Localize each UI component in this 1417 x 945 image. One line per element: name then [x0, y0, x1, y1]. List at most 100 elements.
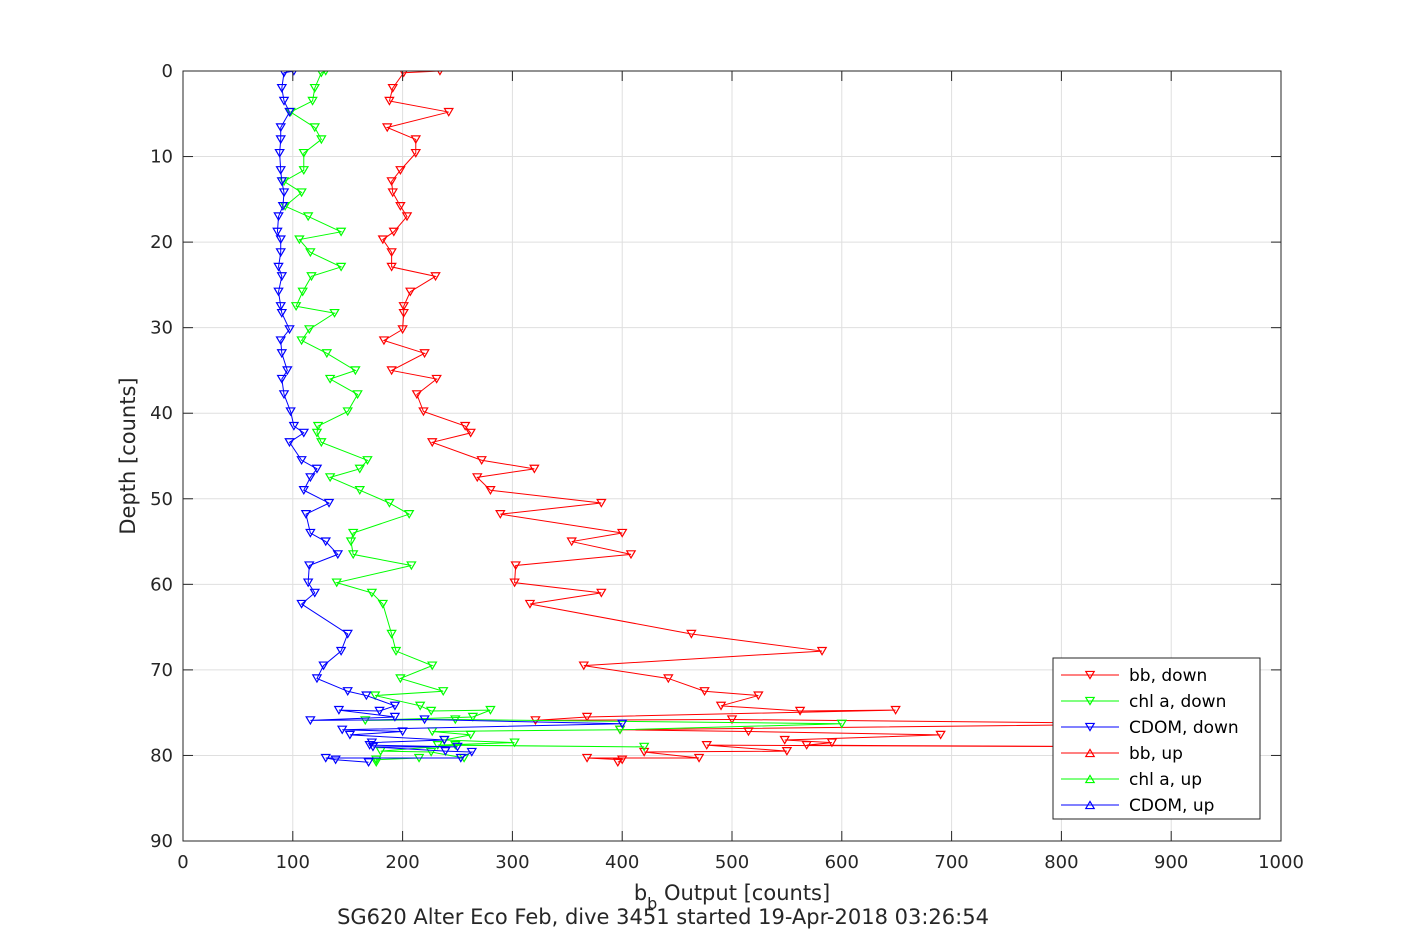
data-point-cdom-down	[275, 166, 286, 175]
data-point-bb-down	[410, 148, 422, 158]
data-point-bb-down	[476, 456, 487, 466]
data-point-bb-down	[388, 227, 400, 237]
data-point-bb-down	[472, 473, 483, 483]
data-point-bb-down	[395, 166, 406, 175]
data-point-chl-a-down	[638, 742, 650, 752]
data-point-bb-down	[378, 336, 390, 346]
data-point-bb-down	[753, 691, 764, 701]
data-point-cdom-down	[330, 755, 341, 765]
data-point-bb-down	[430, 272, 441, 282]
chart-title: SG620 Alter Eco Feb, dive 3451 started 1…	[337, 905, 989, 929]
x-tick-label: 900	[1154, 852, 1188, 873]
data-point-chl-a-down	[290, 302, 302, 312]
data-point-bb-down	[816, 646, 828, 656]
data-point-chl-a-down	[377, 599, 389, 609]
data-point-cdom-down	[320, 537, 331, 547]
data-point-cdom-down	[302, 578, 314, 588]
data-point-chl-a-down	[437, 687, 449, 697]
data-point-cdom-down	[284, 107, 295, 117]
data-point-cdom-down	[288, 421, 300, 431]
data-point-chl-a-down	[467, 712, 479, 722]
data-point-bb-down	[826, 738, 838, 748]
data-point-bb-down	[616, 755, 628, 765]
data-point-cdom-down	[276, 349, 288, 359]
legend-item-bb-up: bb, up	[1061, 744, 1183, 764]
data-point-bb-down	[699, 687, 710, 697]
y-axis-label: Depth [counts]	[116, 377, 140, 534]
data-point-cdom-down	[440, 746, 451, 756]
x-tick-label: 0	[177, 852, 188, 873]
data-point-cdom-down	[273, 212, 284, 222]
data-point-cdom-down	[298, 428, 310, 438]
data-point-chl-a-down	[298, 148, 310, 158]
data-point-bb-down	[638, 747, 650, 757]
data-point-bb-down	[616, 528, 628, 538]
data-point-chl-a-down	[309, 123, 321, 133]
data-point-bb-down	[386, 262, 397, 272]
x-axis-label: bb Output [counts]	[634, 881, 830, 913]
data-point-chl-a-down	[298, 166, 310, 175]
data-point-cdom-down	[333, 705, 345, 715]
data-point-bb-down	[397, 325, 408, 335]
data-point-bb-down	[581, 753, 593, 763]
data-point-cdom-down	[276, 272, 288, 282]
data-point-chl-a-down	[309, 83, 321, 93]
legend-label: bb, down	[1129, 666, 1207, 686]
data-point-chl-a-down	[316, 438, 327, 448]
data-point-bb-down	[779, 735, 790, 745]
data-point-cdom-down	[320, 753, 331, 763]
data-point-cdom-down	[323, 498, 335, 508]
series-bb-down	[377, 71, 1177, 768]
data-point-bb-down	[726, 715, 738, 725]
data-point-bb-down	[395, 202, 406, 211]
data-point-cdom-down	[273, 287, 284, 297]
legend-item-chl-a-down: chl a, down	[1061, 692, 1226, 712]
x-tick-label: 1000	[1258, 852, 1304, 873]
data-point-bb-down	[693, 753, 705, 763]
data-point-chl-a-down	[425, 747, 437, 757]
data-point-chl-a-down	[329, 308, 340, 318]
data-point-chl-a-down	[614, 725, 626, 735]
data-point-cdom-down	[364, 741, 375, 750]
data-point-cdom-down	[342, 629, 353, 639]
legend-marker	[1084, 748, 1096, 758]
data-point-chl-a-down	[403, 510, 415, 519]
data-point-bb-down	[781, 746, 793, 756]
data-point-bb-down	[529, 464, 540, 474]
data-point-chl-a-down	[305, 248, 316, 258]
legend-label: CDOM, down	[1129, 718, 1239, 738]
data-point-bb-down	[398, 302, 409, 312]
data-point-bb-down	[890, 705, 901, 715]
data-point-cdom-down	[275, 248, 286, 258]
data-point-chl-a-down	[450, 715, 461, 725]
data-point-chl-a-down	[345, 537, 357, 547]
data-point-bb-down	[386, 177, 397, 187]
legend: bb, down chl a, down CDOM, down bb, up chl a…	[1052, 657, 1261, 820]
data-point-cdom-down	[318, 661, 329, 671]
legend-label: CDOM, up	[1129, 796, 1214, 816]
data-point-cdom-down	[300, 510, 312, 519]
data-point-cdom-down	[275, 123, 286, 133]
data-point-cdom-down	[275, 135, 286, 145]
data-point-bb-down	[794, 706, 806, 716]
x-tick-labels: 0 100 200 300 400 500 600 700 800 900 1000	[177, 852, 1304, 873]
data-point-chl-a-down	[450, 741, 461, 750]
legend-marker	[1084, 696, 1096, 706]
legend-item-bb-down: bb, down	[1061, 666, 1207, 686]
data-point-bb-down	[419, 349, 430, 359]
data-point-chl-a-down	[297, 287, 308, 297]
data-point-chl-a-down	[370, 755, 382, 765]
y-tick-labels: 0 10 20 30 40 50 60 70 80 90	[150, 61, 173, 852]
y-tick-label: 60	[150, 574, 173, 595]
data-point-chl-a-down	[294, 235, 305, 245]
data-point-chl-a-down	[465, 730, 476, 740]
y-tick-label: 80	[150, 745, 173, 766]
series-line-chl-a-down	[283, 71, 842, 763]
data-point-cdom-down	[452, 742, 463, 752]
data-point-chl-a-down	[354, 486, 366, 495]
data-point-bb-down	[398, 308, 409, 318]
data-point-cdom-down	[296, 599, 307, 609]
data-point-cdom-down	[332, 550, 344, 560]
data-point-chl-a-down	[347, 528, 359, 538]
data-point-bb-down	[566, 537, 577, 547]
